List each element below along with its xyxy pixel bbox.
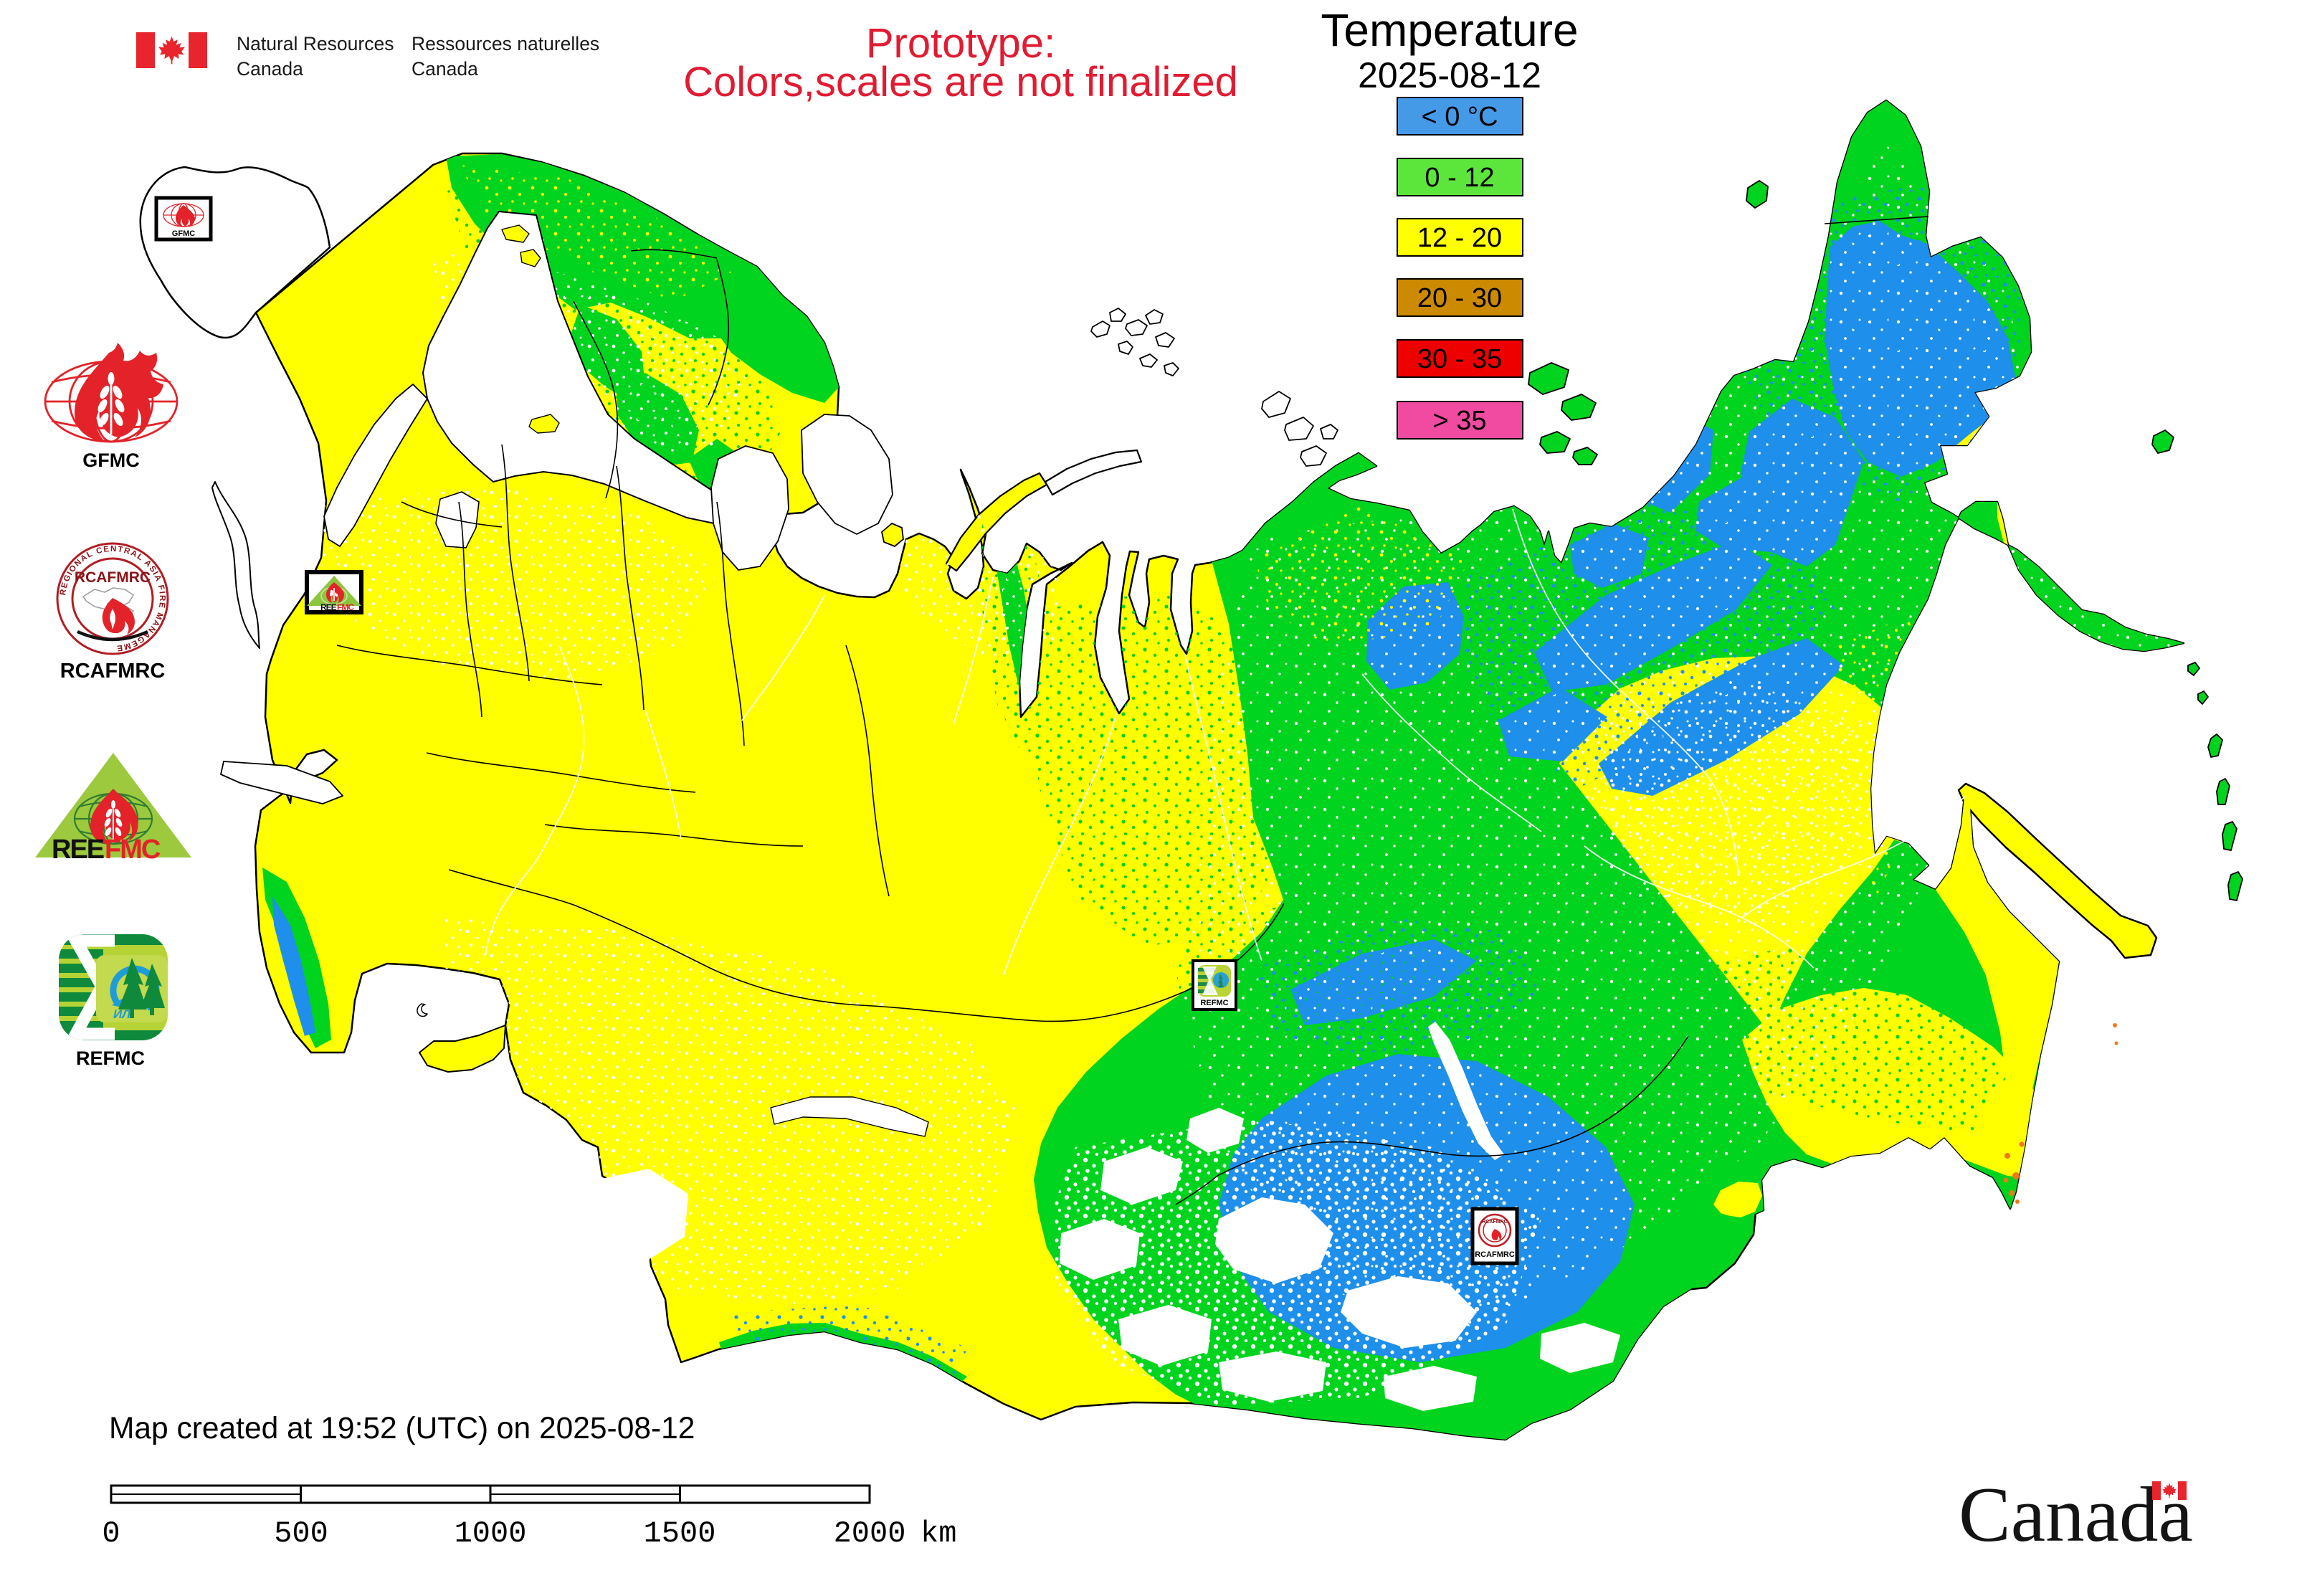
svg-text:1000: 1000 — [455, 1516, 527, 1551]
svg-text:RCAFMRC: RCAFMRC — [60, 660, 166, 683]
svg-text:GFMC: GFMC — [172, 229, 195, 238]
svg-text:Ressources naturelles: Ressources naturelles — [412, 33, 599, 54]
svg-text:2025-08-12: 2025-08-12 — [1358, 55, 1541, 95]
svg-text:ИЛ: ИЛ — [113, 1007, 130, 1021]
svg-text:12 - 20: 12 - 20 — [1417, 223, 1502, 253]
svg-text:RCAFMRC: RCAFMRC — [75, 569, 151, 586]
svg-text:Canada: Canada — [237, 58, 303, 80]
svg-text:Map created at 19:52 (UTC) on: Map created at 19:52 (UTC) on 2025-08-12 — [109, 1412, 695, 1445]
svg-text:REFMC: REFMC — [1200, 999, 1228, 1007]
svg-text:FMC: FMC — [105, 835, 161, 865]
svg-text:REE: REE — [52, 835, 104, 865]
svg-text:1500: 1500 — [644, 1516, 716, 1551]
svg-text:REFMC: REFMC — [76, 1048, 145, 1069]
svg-text:20 - 30: 20 - 30 — [1417, 283, 1502, 313]
svg-text:< 0 °C: < 0 °C — [1421, 102, 1498, 132]
svg-text:0: 0 — [102, 1516, 120, 1551]
svg-text:GFMC: GFMC — [82, 450, 139, 471]
svg-text:Temperature: Temperature — [1321, 4, 1578, 56]
svg-text:RCAFMRC: RCAFMRC — [1475, 1250, 1515, 1259]
svg-text:30 - 35: 30 - 35 — [1417, 344, 1502, 374]
svg-text:km: km — [921, 1516, 956, 1551]
svg-text:FMC: FMC — [337, 602, 354, 612]
svg-text:2000: 2000 — [834, 1516, 906, 1551]
svg-text:REE: REE — [320, 602, 337, 612]
svg-text:Natural Resources: Natural Resources — [237, 33, 394, 54]
svg-text:REGIONAL CENTRAL ASIA FIRE MAN: REGIONAL CENTRAL ASIA FIRE MANAGEMENT RE… — [0, 0, 166, 652]
svg-text:0 - 12: 0 - 12 — [1425, 163, 1494, 193]
svg-text:Prototype:: Prototype: — [866, 20, 1055, 67]
svg-text:RCAFMRC: RCAFMRC — [1482, 1220, 1507, 1225]
svg-text:Colors,scales are not finalize: Colors,scales are not finalized — [683, 59, 1238, 105]
svg-text:Canada: Canada — [412, 58, 478, 80]
svg-text:500: 500 — [274, 1516, 328, 1551]
svg-text:> 35: > 35 — [1432, 406, 1486, 436]
